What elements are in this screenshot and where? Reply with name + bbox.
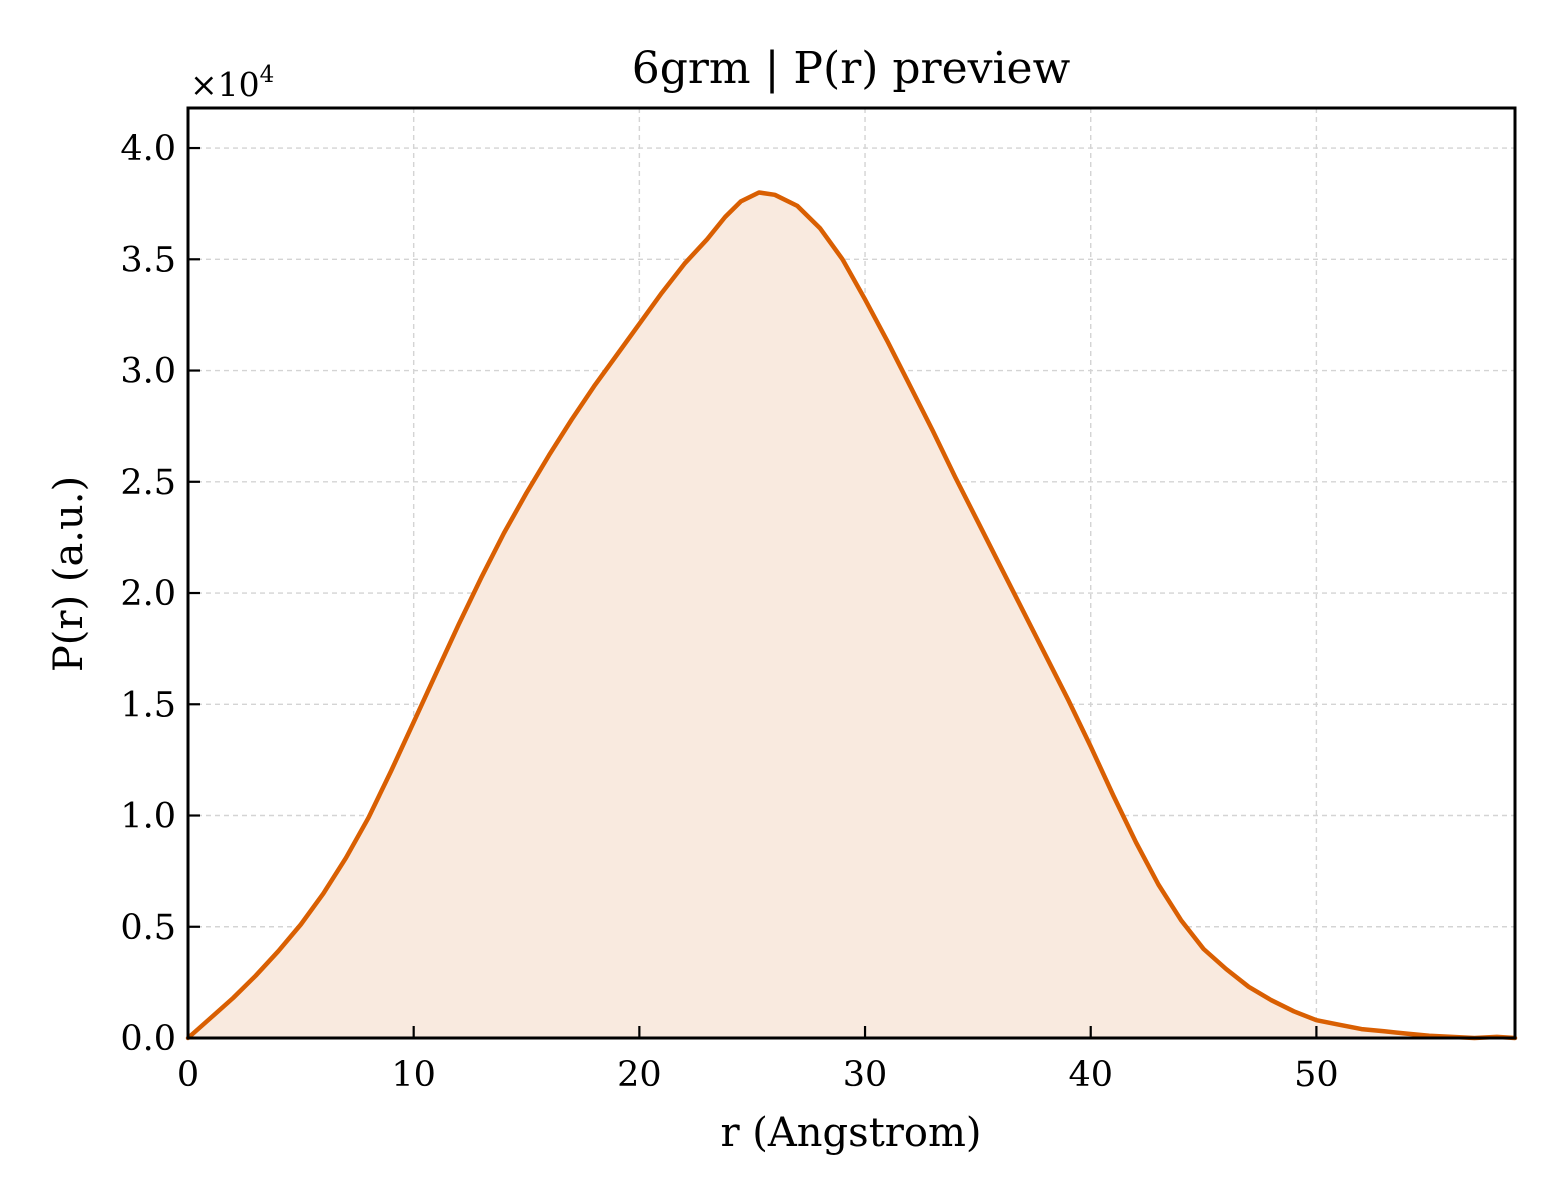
y-multiplier-base: ×10 [190, 65, 260, 104]
plot-frame [186, 106, 1517, 1040]
y-axis-label: P(r) (a.u.) [46, 476, 92, 672]
y-tick-label: 2.5 [120, 463, 176, 503]
y-tick-label: 0.5 [120, 908, 176, 948]
x-tick-label: 40 [1068, 1055, 1113, 1095]
y-multiplier-exponent: 4 [260, 62, 275, 88]
chart-title: 6grm | P(r) preview [632, 43, 1071, 94]
x-tick-label: 20 [617, 1055, 662, 1095]
y-tick-label: 0.0 [120, 1019, 176, 1059]
x-tick-label: 50 [1294, 1055, 1339, 1095]
y-tick-label: 2.0 [120, 574, 176, 614]
x-tick-label: 0 [177, 1055, 199, 1095]
x-axis-label: r (Angstrom) [720, 1110, 981, 1156]
series-line [185, 190, 1518, 1041]
area-fill [188, 192, 1515, 1038]
x-tick-labels: 0 10 20 30 40 50 [177, 1055, 1339, 1095]
y-axis-multiplier: ×104 [190, 62, 274, 104]
x-tick-label: 10 [391, 1055, 436, 1095]
x-tick-label: 30 [843, 1055, 888, 1095]
y-tick-label: 3.5 [120, 240, 176, 280]
y-tick-label: 1.5 [120, 685, 176, 725]
y-tick-labels: 0.0 0.5 1.0 1.5 2.0 2.5 3.0 3.5 4.0 [120, 129, 176, 1059]
y-tick-label: 3.0 [120, 352, 176, 392]
y-tick-label: 4.0 [120, 129, 176, 169]
y-tick-label: 1.0 [120, 797, 176, 837]
